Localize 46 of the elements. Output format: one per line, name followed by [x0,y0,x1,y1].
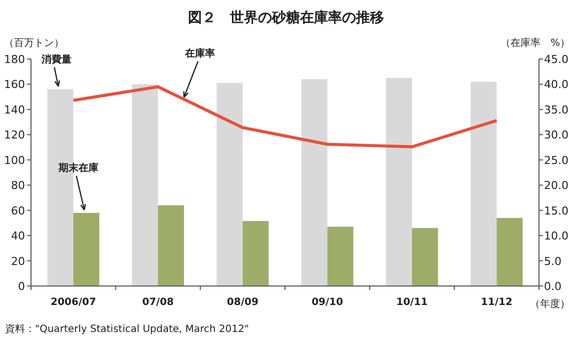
y-tick-label: 80 [11,179,25,192]
y2-tick-label: 15.0 [544,204,568,218]
y-tick-label: 0 [18,280,25,293]
chart-title: 図２ 世界の砂糖在庫率の推移 [188,9,384,26]
y-tick-label: 40 [11,230,25,243]
y2-tick-label: 30.0 [544,128,568,142]
y2-tick-label: 25.0 [544,154,568,167]
y2-axis-title: （在庫率 %） [500,37,570,49]
bar [470,82,497,286]
bar [386,78,412,286]
bar [242,221,269,286]
y2-tick-label: 35.0 [544,103,568,116]
x-tick-label: 10/11 [396,297,428,308]
y-axis-title: （百万トン） [4,38,64,49]
bar [301,79,328,286]
y2-tick-label: 45.0 [544,53,568,66]
y-tick-label: 60 [11,204,25,218]
text: 消費量 [40,53,72,66]
bar [496,218,523,286]
y2-tick-label: 40.0 [544,78,568,92]
y-tick-label: 140 [4,103,25,116]
y-tick-label: 180 [4,53,25,66]
x-tick-label: 07/08 [142,297,174,308]
bar [132,84,158,286]
text: 在庫率 [184,47,215,60]
y-tick-label: 120 [4,128,25,142]
y2-tick-label: 10.0 [544,230,568,243]
x-tick-label: 11/12 [480,297,512,308]
bar [216,82,243,286]
x-tick-label: 08/09 [226,297,258,308]
bar [327,226,354,286]
y-tick-label: 20 [11,254,25,268]
y-tick-label: 100 [4,154,25,167]
x-tick-label: 09/10 [312,297,344,308]
y2-tick-label: 20.0 [544,179,568,192]
bar [73,212,100,286]
bar [412,228,438,286]
y2-tick-label: 5.0 [544,254,562,268]
x-axis-title: （年度） [530,298,570,310]
line-series [72,85,498,148]
x-tick-label: 2006/07 [50,297,96,308]
y-tick-label: 160 [4,78,25,92]
bar [158,205,184,286]
text: 期末在庫 [57,162,98,174]
y2-tick-label: 0.0 [544,280,562,293]
text: 資料："Quarterly Statistical Update, March 2012" [5,323,249,335]
